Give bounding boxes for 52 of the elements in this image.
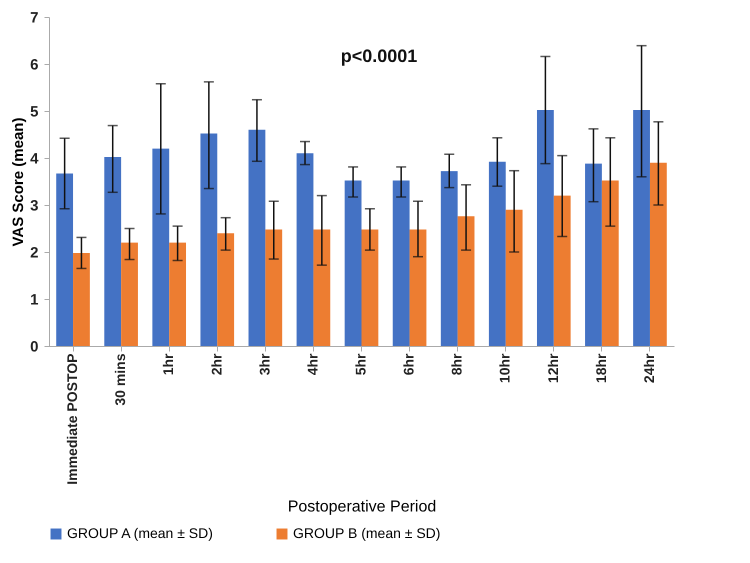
- y-tick-label: 4: [30, 150, 40, 168]
- bar: [344, 180, 362, 346]
- x-tick-label: 2hr: [208, 352, 224, 376]
- y-tick-label: 2: [30, 244, 38, 262]
- bar: [121, 242, 138, 346]
- x-tick-label: 18hr: [592, 352, 609, 384]
- legend-label: GROUP B (mean ± SD): [293, 525, 440, 541]
- bar: [56, 174, 74, 346]
- bar: [152, 148, 170, 346]
- x-tick-label: 30 mins: [112, 353, 128, 406]
- bar: [362, 229, 378, 346]
- bar: [633, 110, 650, 346]
- y-tick-label: 3: [30, 198, 38, 214]
- x-tick-label: 6hr: [400, 352, 417, 376]
- x-tick-label: 5hr: [352, 352, 368, 376]
- bar: [602, 180, 619, 346]
- y-tick-label: 7: [30, 10, 38, 26]
- x-tick-label: 12hr: [544, 352, 561, 384]
- bar: [104, 157, 122, 346]
- bar: [506, 210, 523, 346]
- bar: [488, 162, 506, 346]
- bar: [458, 216, 474, 346]
- x-tick-label: 3hr: [256, 352, 272, 376]
- x-tick-label: 4hr: [304, 352, 320, 376]
- x-tick-label: 24hr: [640, 352, 657, 384]
- x-tick-label: 8hr: [448, 352, 465, 376]
- bar: [169, 242, 186, 346]
- bar: [440, 171, 458, 346]
- bar: [248, 130, 266, 346]
- bar: [536, 110, 554, 346]
- annotation: p<0.0001: [340, 46, 418, 66]
- bar: [217, 233, 234, 346]
- bar: [200, 134, 218, 346]
- y-tick-label: 1: [30, 292, 38, 308]
- y-tick-label: 6: [30, 56, 38, 74]
- x-tick-label: 1hr: [160, 352, 176, 376]
- bar: [585, 164, 602, 346]
- bar: [313, 229, 330, 346]
- y-tick-label: 5: [30, 104, 38, 120]
- bar: [650, 162, 667, 346]
- bar: [410, 229, 426, 346]
- bar: [392, 180, 410, 346]
- x-axis-title: Postoperative Period: [288, 498, 436, 516]
- bar: [554, 196, 571, 346]
- bar: [265, 229, 282, 346]
- bar: [296, 153, 314, 346]
- x-tick-label: Immediate POSTOP: [64, 354, 80, 485]
- bar: [73, 252, 90, 346]
- y-axis-title: VAS Score (mean): [10, 118, 28, 246]
- x-tick-label: 10hr: [496, 352, 513, 384]
- y-tick-label: 0: [30, 338, 38, 356]
- legend-label: GROUP A (mean ± SD): [67, 525, 213, 541]
